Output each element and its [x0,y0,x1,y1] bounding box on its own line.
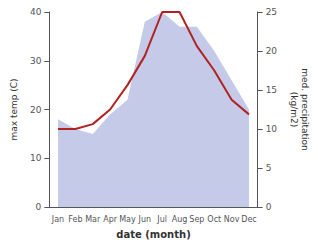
svg-text:10: 10 [266,124,278,134]
svg-text:5: 5 [266,163,272,173]
svg-text:Apr: Apr [103,215,118,224]
svg-text:date (month): date (month) [116,229,190,240]
svg-text:Dec: Dec [241,215,256,224]
svg-text:Nov: Nov [224,215,240,224]
svg-text:40: 40 [30,7,42,17]
svg-text:max temp (C): max temp (C) [9,78,19,140]
svg-text:Aug: Aug [172,215,188,224]
svg-text:Jan: Jan [51,215,64,224]
svg-text:Sep: Sep [189,215,204,224]
svg-text:10: 10 [30,153,42,163]
svg-text:20: 20 [266,46,278,56]
svg-text:30: 30 [30,56,42,66]
svg-text:Mar: Mar [85,215,101,224]
svg-text:(kg/m2): (kg/m2) [289,92,299,127]
svg-text:Jul: Jul [156,215,167,224]
svg-text:Jun: Jun [138,215,152,224]
svg-text:med. precipitation: med. precipitation [300,68,310,150]
svg-text:0: 0 [36,202,42,212]
svg-text:Oct: Oct [207,215,221,224]
svg-text:0: 0 [266,202,272,212]
svg-text:20: 20 [30,105,42,115]
svg-text:25: 25 [266,7,277,17]
svg-text:May: May [119,215,136,224]
svg-text:Feb: Feb [68,215,82,224]
svg-text:15: 15 [266,85,277,95]
